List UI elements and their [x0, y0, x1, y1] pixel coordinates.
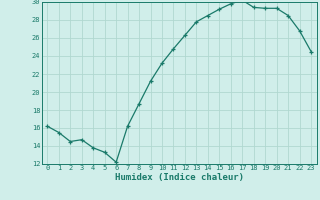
X-axis label: Humidex (Indice chaleur): Humidex (Indice chaleur) [115, 173, 244, 182]
